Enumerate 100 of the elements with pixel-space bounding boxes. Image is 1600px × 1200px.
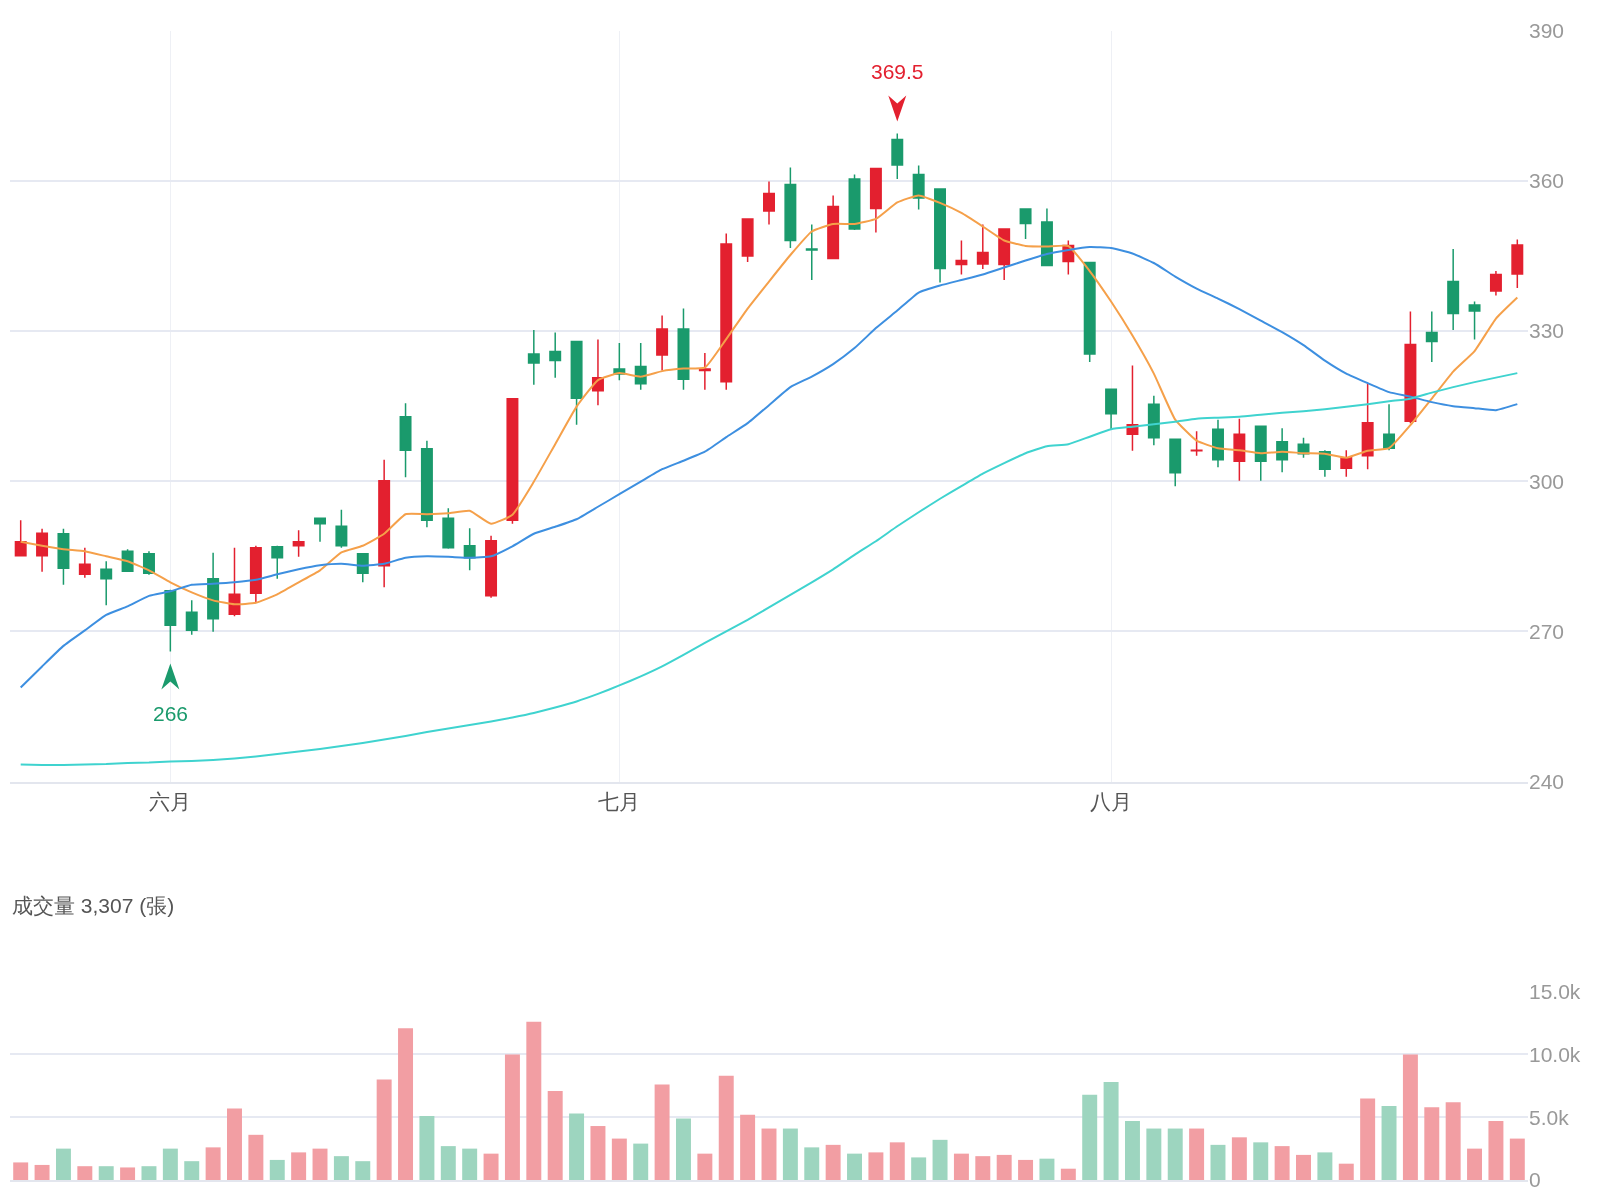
y-tick-label: 360 — [1529, 169, 1565, 193]
candlestick — [185, 599, 198, 636]
y-tick-label: 330 — [1529, 319, 1565, 343]
bar — [77, 1166, 93, 1180]
candlestick — [1489, 270, 1502, 297]
bar — [1338, 1163, 1354, 1180]
y-tick-label: 270 — [1529, 619, 1565, 643]
candlestick — [1511, 238, 1524, 289]
bar — [1103, 1082, 1119, 1180]
candlestick — [827, 194, 840, 260]
candlestick — [998, 228, 1011, 281]
bar — [141, 1166, 157, 1180]
candlestick — [14, 519, 27, 558]
candlestick — [1254, 425, 1267, 482]
bar — [847, 1153, 862, 1180]
bar — [1509, 1138, 1525, 1180]
bar — [376, 1079, 392, 1180]
bar — [120, 1167, 136, 1180]
candlestick — [1383, 403, 1396, 451]
bar — [398, 1028, 414, 1180]
candlestick — [1040, 207, 1053, 267]
line-series — [19, 194, 1519, 606]
bar — [569, 1113, 585, 1180]
candlestick — [1019, 208, 1032, 240]
bar — [440, 1146, 456, 1180]
candlestick — [442, 507, 455, 550]
bar — [1146, 1128, 1162, 1180]
bar — [825, 1144, 841, 1180]
candlestick — [420, 439, 433, 529]
bar — [526, 1021, 542, 1180]
candlestick — [1083, 261, 1096, 363]
bar — [911, 1157, 927, 1180]
y-tick-label: 0 — [1529, 1168, 1541, 1192]
candlestick — [527, 329, 540, 386]
bar — [676, 1118, 691, 1180]
bar — [1402, 1054, 1418, 1180]
bar — [1296, 1154, 1311, 1180]
candlestick — [78, 547, 91, 579]
bar — [333, 1156, 349, 1180]
candlestick — [934, 188, 947, 284]
bar — [1274, 1146, 1290, 1180]
bar — [483, 1153, 499, 1180]
y-tick-label: 300 — [1529, 469, 1565, 493]
bar — [355, 1161, 371, 1180]
candlestick — [1425, 310, 1438, 363]
bar — [633, 1143, 649, 1180]
candlestick — [720, 232, 733, 391]
candlestick — [463, 527, 476, 572]
y-tick-label: 5.0k — [1529, 1105, 1570, 1129]
bar — [1018, 1159, 1034, 1180]
candlestick — [1404, 310, 1417, 424]
x-tick-label: 七月 — [598, 789, 641, 813]
candlestick — [271, 545, 284, 580]
candlestick — [249, 545, 262, 604]
candlestick — [805, 223, 818, 281]
y-tick-label: 240 — [1529, 769, 1565, 793]
chart-title: 成交量 3,307 (張) — [12, 894, 175, 917]
candlestick — [1212, 418, 1224, 468]
candlestick — [698, 352, 711, 391]
bar — [312, 1148, 328, 1180]
bar — [1167, 1128, 1183, 1180]
candlestick — [142, 550, 155, 576]
bar — [205, 1147, 221, 1180]
candlestick — [784, 166, 797, 249]
bar — [1210, 1144, 1226, 1180]
bar — [761, 1128, 777, 1180]
candlestick — [1468, 300, 1481, 341]
bar — [1317, 1152, 1333, 1180]
bar — [718, 1075, 734, 1180]
candlestick — [164, 589, 177, 653]
bar — [419, 1115, 435, 1180]
candlestick — [1340, 449, 1353, 478]
candlestick — [741, 218, 754, 263]
candlestick — [763, 180, 775, 226]
bar — [1381, 1105, 1397, 1180]
bar — [227, 1108, 242, 1180]
bar — [1488, 1121, 1504, 1180]
bar — [1253, 1142, 1269, 1180]
bar — [804, 1147, 820, 1180]
candlestick — [1105, 388, 1118, 430]
candlestick — [207, 552, 220, 633]
annotation: 266 — [153, 702, 189, 725]
bar — [1360, 1098, 1376, 1180]
candlestick — [570, 340, 583, 426]
bar — [98, 1166, 114, 1180]
x-tick-label: 六月 — [149, 789, 192, 813]
candlestick — [549, 331, 562, 379]
candlestick — [57, 528, 70, 586]
candlestick — [848, 173, 861, 231]
bar — [953, 1153, 969, 1180]
bar — [547, 1090, 563, 1180]
bar — [1189, 1128, 1205, 1180]
bar — [1231, 1137, 1247, 1180]
bar — [184, 1161, 200, 1180]
bar — [975, 1156, 991, 1180]
bar — [1424, 1107, 1440, 1180]
bar — [13, 1162, 29, 1180]
candlestick — [1190, 430, 1203, 457]
candlestick — [1318, 449, 1331, 478]
candlestick — [912, 164, 925, 211]
